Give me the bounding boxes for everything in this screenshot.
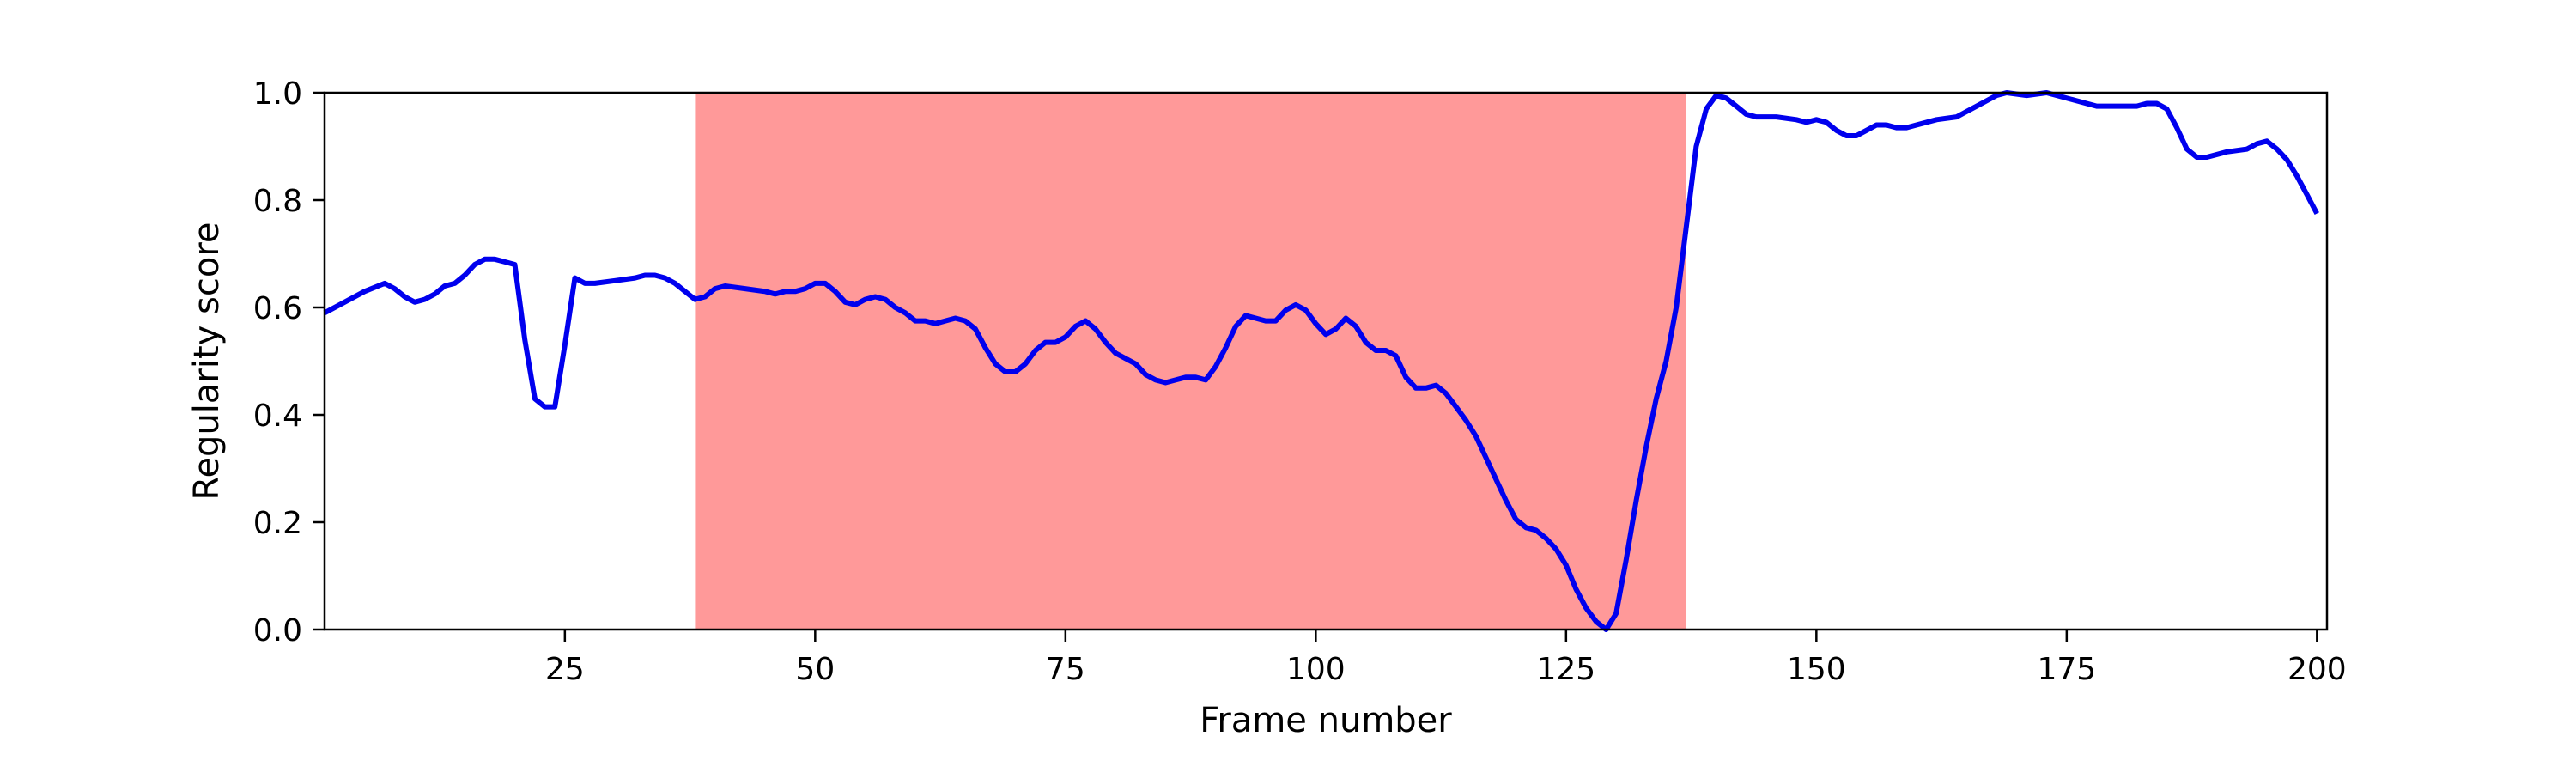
x-tick-label: 200 (2287, 652, 2347, 687)
y-axis-label: Regularity score (187, 222, 227, 500)
x-tick-label: 50 (795, 652, 835, 687)
series-layer (323, 90, 2319, 632)
y-axis: 0.0 0.2 0.4 0.6 0.8 1.0 (253, 76, 325, 648)
x-tick-label: 125 (1536, 652, 1595, 687)
plot-frame (323, 91, 2329, 631)
highlight-layer (695, 93, 1686, 630)
y-tick-label: 0.4 (253, 399, 302, 434)
series-line-1 (323, 90, 2319, 632)
y-tick-label: 0.8 (253, 184, 302, 219)
y-tick-label: 0.0 (253, 613, 302, 648)
x-tick-label: 75 (1046, 652, 1085, 687)
y-tick-label: 0.2 (253, 506, 302, 541)
x-tick-label: 150 (1787, 652, 1846, 687)
y-tick-label: 0.6 (253, 291, 302, 326)
highlight-region (695, 93, 1686, 630)
x-tick-label: 100 (1286, 652, 1346, 687)
y-tick-label: 1.0 (253, 76, 302, 112)
x-tick-label: 25 (545, 652, 585, 687)
x-axis-label: Frame number (1200, 701, 1452, 740)
x-tick-label: 175 (2037, 652, 2096, 687)
x-axis: 25 50 75 100 125 150 175 200 (545, 630, 2347, 687)
